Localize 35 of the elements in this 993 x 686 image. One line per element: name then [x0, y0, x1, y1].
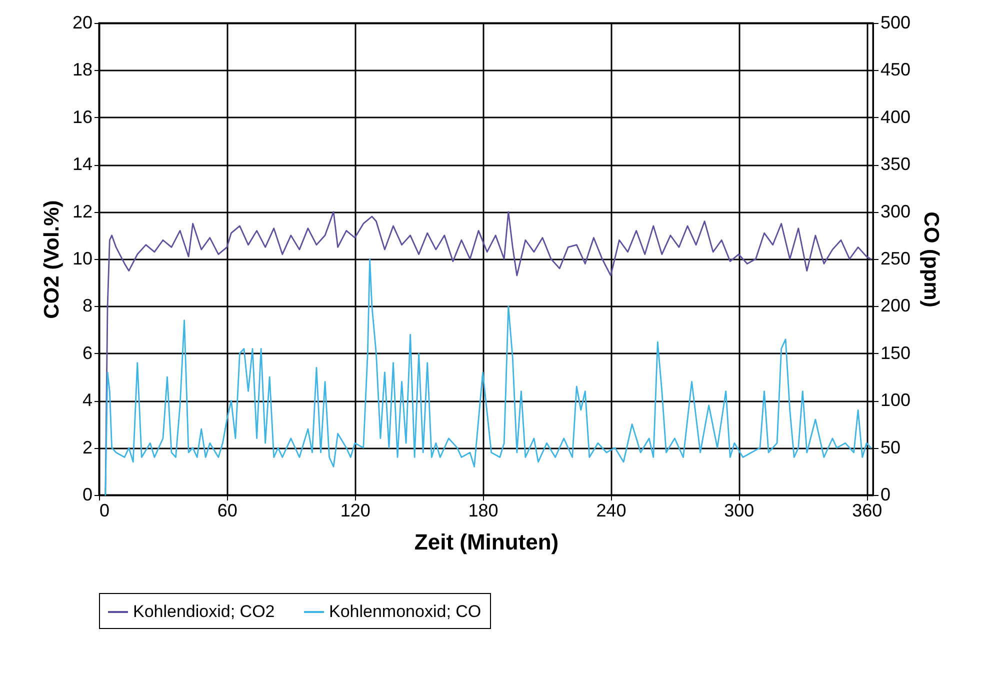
y-tick-label: 6	[82, 342, 92, 363]
y-axis-title: CO2 (Vol.%)	[40, 200, 64, 319]
x-axis-title: Zeit (Minuten)	[414, 530, 559, 554]
y-tick-label: 12	[72, 201, 92, 222]
y2-tick-label: 250	[880, 248, 911, 268]
x-tick-label: 360	[852, 500, 882, 520]
line-series	[104, 258, 872, 496]
y-tick-label: 14	[72, 154, 92, 174]
y2-tick-label: 300	[880, 201, 911, 222]
y-tick-label: 20	[72, 12, 92, 32]
x-tick-label: 240	[596, 500, 626, 520]
y2-tick-label: 400	[880, 106, 911, 127]
x-tick-label: 180	[468, 500, 498, 520]
y2-tick-label: 50	[880, 437, 901, 458]
x-tick-label: 60	[217, 500, 238, 520]
y-tick-label: 2	[82, 437, 92, 458]
y2-axis-title: CO (ppm)	[920, 212, 943, 308]
x-tick-label: 0	[100, 500, 110, 520]
x-tick-label: 300	[724, 500, 754, 520]
y2-tick-label: 200	[880, 296, 911, 316]
y2-tick-label: 150	[880, 342, 911, 363]
y2-tick-label: 500	[880, 12, 911, 32]
y-tick-label: 18	[72, 60, 92, 80]
legend-label: Kohlendioxid; CO2	[133, 602, 275, 621]
y2-tick-label: 100	[880, 390, 911, 410]
y2-tick-label: 0	[880, 484, 891, 504]
legend-label: Kohlenmonoxid; CO	[329, 602, 482, 621]
y-tick-label: 16	[72, 106, 92, 127]
y2-tick-label: 450	[880, 60, 911, 80]
y-tick-label: 8	[82, 296, 92, 316]
y2-tick-label: 350	[880, 154, 911, 174]
x-tick-label: 120	[340, 500, 370, 520]
y-tick-label: 0	[82, 484, 92, 504]
y-tick-label: 10	[72, 248, 92, 268]
y-tick-label: 4	[82, 390, 92, 410]
